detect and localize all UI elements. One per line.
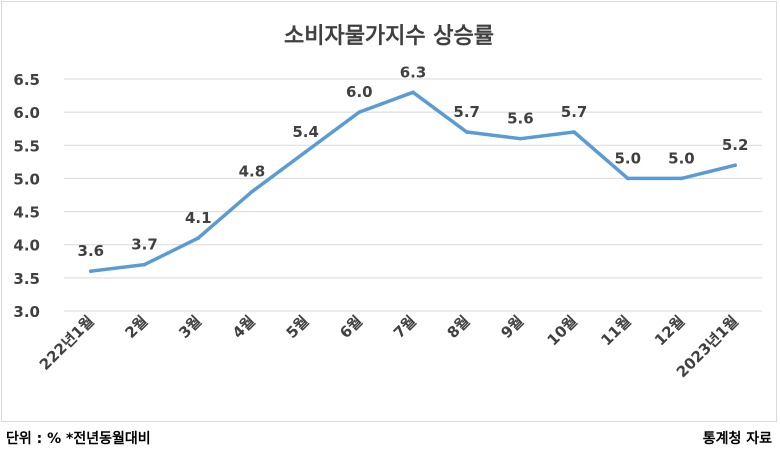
x-tick-label: 222년1월 — [36, 312, 98, 374]
data-label: 5.6 — [507, 110, 534, 128]
x-tick-label: 11월 — [597, 312, 634, 349]
data-point — [464, 130, 469, 134]
data-label: 6.3 — [400, 63, 427, 81]
source-note: 통계청 자료 — [702, 431, 772, 447]
y-tick-label: 4.5 — [13, 204, 40, 222]
data-label: 5.0 — [668, 149, 695, 167]
y-tick-label: 5.0 — [13, 170, 40, 188]
data-label: 5.0 — [614, 149, 641, 167]
x-tick-label: 12월 — [651, 312, 688, 349]
data-label: 5.4 — [292, 123, 319, 141]
data-label: 5.7 — [453, 103, 480, 121]
x-tick-label: 10월 — [544, 312, 581, 349]
data-label: 4.8 — [239, 163, 266, 181]
data-point — [196, 236, 201, 240]
data-point — [733, 163, 737, 167]
y-axis-tick-labels: 3.0 3.5 4.0 4.5 5.0 5.5 6.0 6.5 — [13, 71, 40, 321]
x-tick-label: 4월 — [229, 312, 259, 342]
y-tick-label: 6.5 — [13, 71, 40, 89]
data-labels: 3.6 3.7 4.1 4.8 5.4 6.0 6.3 5.7 5.6 5.7 5.0 5.0 5.2 — [78, 63, 749, 260]
y-tick-label: 3.0 — [13, 303, 40, 321]
x-tick-label: 9월 — [497, 312, 527, 342]
data-point — [518, 136, 523, 141]
data-point — [142, 262, 147, 267]
data-point — [89, 269, 93, 274]
y-tick-label: 4.0 — [13, 237, 40, 255]
unit-note: 단위 : % *전년동월대비 — [6, 431, 151, 447]
data-point — [250, 189, 254, 194]
x-tick-label: 3월 — [175, 312, 205, 342]
y-tick-label: 5.5 — [13, 137, 40, 155]
x-tick-label: 8월 — [444, 312, 474, 342]
x-tick-label: 2월 — [121, 312, 151, 342]
gridlines — [64, 78, 762, 312]
x-tick-label: 6월 — [336, 312, 366, 342]
data-label: 5.2 — [722, 136, 749, 154]
x-tick-label: 5월 — [283, 312, 313, 342]
data-point — [411, 90, 415, 95]
data-label: 3.6 — [78, 242, 105, 260]
data-label: 6.0 — [346, 83, 373, 101]
data-label: 5.7 — [561, 103, 588, 121]
series-line-group — [89, 90, 737, 274]
data-label: 3.7 — [131, 236, 158, 254]
data-point — [679, 176, 684, 181]
x-tick-label: 7월 — [390, 312, 420, 342]
data-point — [303, 150, 308, 154]
data-point — [357, 110, 362, 114]
y-tick-label: 3.5 — [13, 270, 40, 288]
chart-title: 소비자물가지수 상승률 — [283, 24, 495, 49]
y-tick-label: 6.0 — [13, 104, 40, 122]
data-point — [625, 176, 630, 181]
data-label: 4.1 — [185, 209, 212, 227]
data-point — [572, 130, 576, 134]
